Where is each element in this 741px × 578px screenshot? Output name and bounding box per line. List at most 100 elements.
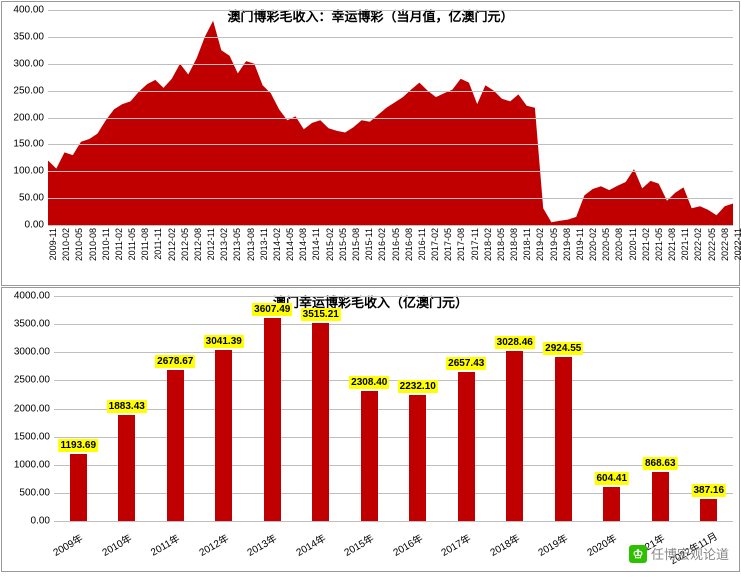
- gridline: [54, 493, 733, 494]
- y-tick-label: 2500.00: [14, 375, 54, 386]
- y-tick-label: 0.00: [31, 516, 54, 527]
- bar-value-label: 3607.49: [252, 303, 292, 316]
- bar: [555, 357, 572, 522]
- y-tick-label: 1500.00: [14, 431, 54, 442]
- x-tick-label: 2010-02: [61, 228, 71, 261]
- gridline: [48, 198, 733, 199]
- x-tick-label: 2017-08: [456, 228, 466, 261]
- y-tick-label: 100.00: [13, 166, 48, 177]
- gridline: [54, 521, 733, 522]
- y-tick-label: 250.00: [13, 85, 48, 96]
- bar: [458, 372, 475, 521]
- x-tick-label: 2022-02: [693, 228, 703, 261]
- gridline: [48, 118, 733, 119]
- x-tick-label: 2016-08: [404, 228, 414, 261]
- x-tick-label: 2015-08: [351, 228, 361, 261]
- y-tick-label: 2000.00: [14, 403, 54, 414]
- x-tick-label: 2022-08: [720, 228, 730, 261]
- bar-value-label: 3041.39: [204, 335, 244, 348]
- x-tick-label: 2018-05: [496, 228, 506, 261]
- bar: [312, 323, 329, 521]
- x-tick-label: 2021-02: [641, 228, 651, 261]
- gridline: [48, 91, 733, 92]
- x-tick-label: 2011-05: [127, 228, 137, 260]
- bar: [167, 370, 184, 521]
- x-tick-label: 2020-05: [601, 228, 611, 261]
- wechat-icon: ♔: [629, 545, 647, 563]
- bar: [361, 391, 378, 521]
- x-tick-label: 2020-02: [588, 228, 598, 261]
- bar-chart-container: 澳门幸运博彩毛收入（亿澳门元） 0.00500.001000.001500.00…: [1, 287, 740, 572]
- gridline: [54, 380, 733, 381]
- bar-value-label: 1193.69: [58, 439, 98, 452]
- x-tick-label: 2011-11: [153, 228, 163, 260]
- bar-value-label: 3028.46: [495, 336, 535, 349]
- x-tick-label: 2012-02: [167, 228, 177, 261]
- bar-value-label: 387.16: [691, 484, 726, 497]
- x-tick-label: 2010-05: [74, 228, 84, 261]
- bar: [215, 350, 232, 521]
- x-tick-label: 2012-11: [206, 228, 216, 260]
- watermark-text: 任博宏观论道: [651, 544, 729, 563]
- y-tick-label: 0.00: [25, 220, 48, 231]
- x-tick-label: 2015-05: [338, 228, 348, 261]
- y-tick-label: 400.00: [13, 5, 48, 16]
- bar-value-label: 2232.10: [398, 380, 438, 393]
- chart2-plot-area: 0.00500.001000.001500.002000.002500.0030…: [54, 296, 733, 521]
- x-tick-label: 2019-02: [535, 228, 545, 261]
- gridline: [54, 409, 733, 410]
- x-tick-label: 2022-05: [707, 228, 717, 261]
- gridline: [54, 324, 733, 325]
- x-tick-label: 2009年: [50, 530, 85, 559]
- bar-value-label: 2657.43: [446, 357, 486, 370]
- x-tick-label: 2014-08: [298, 228, 308, 261]
- x-tick-label: 2014-02: [272, 228, 282, 261]
- x-tick-label: 2019-05: [549, 228, 559, 261]
- x-tick-label: 2017-02: [430, 228, 440, 261]
- bar-value-label: 2924.55: [543, 342, 583, 355]
- bar-value-label: 2308.40: [349, 376, 389, 389]
- gridline: [48, 171, 733, 172]
- bar: [506, 351, 523, 521]
- x-tick-label: 2010年: [98, 530, 133, 559]
- x-tick-label: 2020-08: [614, 228, 624, 261]
- x-tick-label: 2017-11: [470, 228, 480, 260]
- x-tick-label: 2018-08: [509, 228, 519, 261]
- bar: [409, 395, 426, 521]
- y-tick-label: 300.00: [13, 58, 48, 69]
- y-tick-label: 50.00: [19, 193, 48, 204]
- x-tick-label: 2016-11: [417, 228, 427, 260]
- y-tick-label: 3000.00: [14, 347, 54, 358]
- x-tick-label: 2014年: [292, 530, 327, 559]
- x-tick-label: 2018-02: [483, 228, 493, 261]
- gridline: [54, 296, 733, 297]
- x-tick-label: 2011-02: [114, 228, 124, 260]
- x-tick-label: 2021-08: [667, 228, 677, 261]
- x-tick-label: 2013年: [244, 530, 279, 559]
- x-tick-label: 2012年: [195, 530, 230, 559]
- bar: [70, 454, 87, 521]
- x-tick-label: 2015年: [341, 530, 376, 559]
- y-tick-label: 350.00: [13, 31, 48, 42]
- x-tick-label: 2014-05: [285, 228, 295, 261]
- bar-value-label: 868.63: [643, 457, 678, 470]
- bar: [652, 472, 669, 521]
- gridline: [48, 225, 733, 226]
- area-series: [48, 21, 733, 225]
- x-tick-label: 2017年: [438, 530, 473, 559]
- x-tick-label: 2020-11: [628, 228, 638, 260]
- bar: [603, 487, 620, 521]
- bar: [700, 499, 717, 521]
- x-tick-label: 2015-02: [325, 228, 335, 261]
- x-tick-label: 2012-08: [193, 228, 203, 261]
- x-tick-label: 2010-08: [88, 228, 98, 261]
- gridline: [54, 352, 733, 353]
- x-tick-label: 2021-11: [680, 228, 690, 260]
- gridline: [48, 144, 733, 145]
- bar: [118, 415, 135, 521]
- x-tick-label: 2013-11: [259, 228, 269, 260]
- x-tick-label: 2014-11: [311, 228, 321, 260]
- gridline: [48, 37, 733, 38]
- y-tick-label: 500.00: [19, 487, 54, 498]
- x-tick-label: 2016-02: [377, 228, 387, 261]
